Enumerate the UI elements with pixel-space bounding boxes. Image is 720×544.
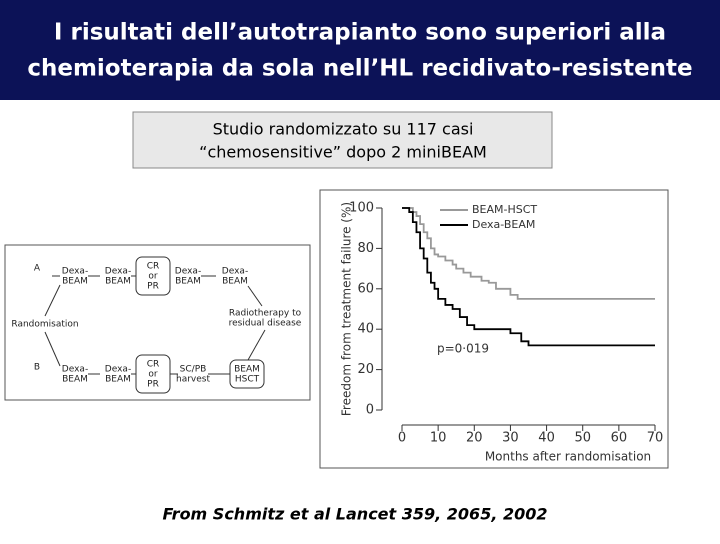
diagram-label: CR — [147, 262, 160, 272]
chart: 0 20 40 60 80 100 0 10 20 30 40 50 60 70 Freedom from … — [340, 201, 664, 464]
diagram-label: BEAM — [175, 277, 201, 287]
diagram-label: Radiotherapy to — [229, 309, 302, 319]
x-tick-label: 0 — [398, 431, 406, 446]
diagram-label: Dexa- — [62, 365, 88, 375]
x-tick-label: 40 — [538, 431, 555, 446]
title-line: chemioterapia da sola nell’HL recidivato… — [27, 56, 692, 82]
title-line: I risultati dell’autotrapianto sono supe… — [54, 20, 666, 46]
diagram-label: residual disease — [229, 319, 302, 329]
y-tick-label: 100 — [349, 201, 374, 216]
x-tick-label: 30 — [502, 431, 519, 446]
x-tick-label: 20 — [466, 431, 483, 446]
annotation: p=0·019 — [437, 342, 489, 356]
y-tick-label: 0 — [366, 403, 374, 418]
diagram-label: Dexa- — [62, 267, 88, 277]
header-bar — [0, 0, 720, 100]
diagram-label: BEAM — [105, 375, 131, 385]
diagram-arrow — [44, 331, 61, 367]
diagram-label: harvest — [176, 375, 210, 385]
diagram-label: BEAM — [105, 277, 131, 287]
x-tick-label: 10 — [430, 431, 447, 446]
diagram-label: Dexa- — [105, 267, 131, 277]
diagram-label: Dexa- — [105, 365, 131, 375]
diagram-label: BEAM — [62, 277, 88, 287]
diagram-label: Randomisation — [11, 320, 78, 330]
diagram-label: or — [148, 272, 158, 282]
diagram-label: Dexa- — [222, 267, 248, 277]
diagram-label: HSCT — [235, 375, 260, 385]
diagram-arrow — [247, 329, 266, 361]
info-line: “chemosensitive” dopo 2 miniBEAM — [199, 143, 487, 162]
y-tick-label: 60 — [357, 281, 374, 296]
diagram-label: or — [148, 370, 158, 380]
info-line: Studio randomizzato su 117 casi — [213, 120, 474, 139]
diagram: A Dexa-BEAMDexa-BEAMCRorPRDexa-BEAMDexa-B… — [11, 256, 302, 394]
y-axis-label: Freedom from treatment failure (%) — [340, 202, 354, 416]
diagram-label: CR — [147, 360, 160, 370]
diagram-label: A — [34, 264, 41, 274]
legend-label: Dexa-BEAM — [472, 218, 535, 231]
diagram-label: BEAM — [62, 375, 88, 385]
y-tick-label: 20 — [357, 362, 374, 377]
diagram-arrow — [44, 284, 61, 317]
diagram-frame — [4, 244, 311, 401]
x-axis-label: Months after randomisation — [485, 450, 651, 464]
diagram-label: SC/PB — [180, 365, 207, 375]
diagram-label: PR — [147, 380, 159, 390]
y-tick-label: 40 — [357, 322, 374, 337]
diagram-label: Dexa- — [175, 267, 201, 277]
y-tick-label: 80 — [357, 241, 374, 256]
x-tick-label: 70 — [647, 431, 664, 446]
x-tick-label: 50 — [574, 431, 591, 446]
diagram-label: PR — [147, 282, 159, 292]
diagram-label: B — [34, 363, 40, 373]
diagram-arrow — [247, 285, 263, 307]
source: From Schmitz et al Lancet 359, 2065, 200… — [163, 505, 548, 524]
diagram-label: BEAM — [234, 365, 260, 375]
survival-line — [402, 207, 655, 300]
info-box — [132, 111, 553, 169]
legend-label: BEAM-HSCT — [472, 203, 537, 216]
diagram-label: BEAM — [222, 277, 248, 287]
x-tick-label: 60 — [611, 431, 628, 446]
survival-line — [402, 207, 655, 347]
